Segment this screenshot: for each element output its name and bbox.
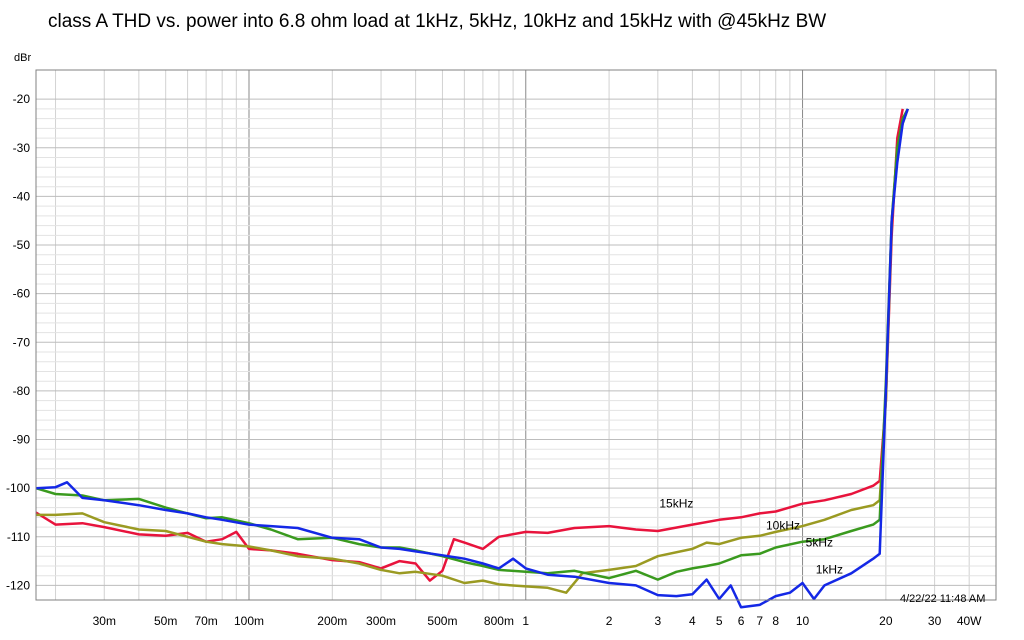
x-tick-label: 40W [957, 614, 982, 628]
series-labels: 15kHz 10kHz 5kHz 1kHz [659, 497, 843, 577]
y-tick-label: -100 [6, 481, 30, 495]
x-tick-label: 100m [234, 614, 264, 628]
x-tick-label: 70m [194, 614, 217, 628]
y-tick-labels: -20 -30 -40 -50 -60 -70 -80 -90 -100 -110 -120 [6, 92, 30, 592]
y-tick-label: -50 [13, 238, 31, 252]
x-tick-label: 4 [689, 614, 696, 628]
x-tick-label: 6 [738, 614, 745, 628]
x-tick-label: 800m [484, 614, 514, 628]
chart-grid [36, 70, 996, 600]
series-label-1khz: 1kHz [816, 562, 843, 576]
x-tick-label: 50m [154, 614, 177, 628]
series-label-15khz: 15kHz [659, 497, 693, 511]
y-tick-label: -20 [13, 92, 31, 106]
plot-frame [35, 69, 997, 601]
x-tick-label: 300m [366, 614, 396, 628]
x-tick-label: 30 [928, 614, 942, 628]
x-tick-label: 5 [716, 614, 723, 628]
y-tick-label: -40 [13, 189, 31, 203]
y-tick-label: -80 [13, 384, 31, 398]
x-tick-labels: 30m 50m 70m 100m 200m 300m 500m 800m 1 2 3 4 5 6 7 8 10 2… [93, 614, 983, 628]
y-tick-label: -90 [13, 433, 31, 447]
y-tick-label: -120 [6, 578, 30, 592]
chart-series-group [35, 108, 909, 609]
timestamp-label: 4/22/22 11:48 AM [900, 593, 986, 605]
series-line-1khz [35, 108, 909, 609]
x-tick-label: 3 [654, 614, 661, 628]
x-tick-label: 7 [756, 614, 763, 628]
x-tick-label: 10 [796, 614, 810, 628]
x-tick-label: 500m [427, 614, 457, 628]
y-tick-label: -30 [13, 141, 31, 155]
y-axis-unit-label: dBr [14, 52, 32, 64]
chart-title: class A THD vs. power into 6.8 ohm load … [48, 11, 827, 32]
x-tick-label: 30m [93, 614, 116, 628]
series-line-10khz [36, 108, 909, 594]
x-tick-label: 2 [606, 614, 613, 628]
series-label-10khz: 10kHz [766, 518, 800, 532]
x-tick-label: 200m [317, 614, 347, 628]
x-tick-label: 1 [522, 614, 529, 628]
y-tick-label: -60 [13, 287, 31, 301]
y-tick-label: -70 [13, 335, 31, 349]
x-tick-label: 20 [879, 614, 893, 628]
y-tick-label: -110 [7, 530, 30, 544]
x-tick-label: 8 [772, 614, 779, 628]
series-label-5khz: 5kHz [806, 536, 833, 550]
